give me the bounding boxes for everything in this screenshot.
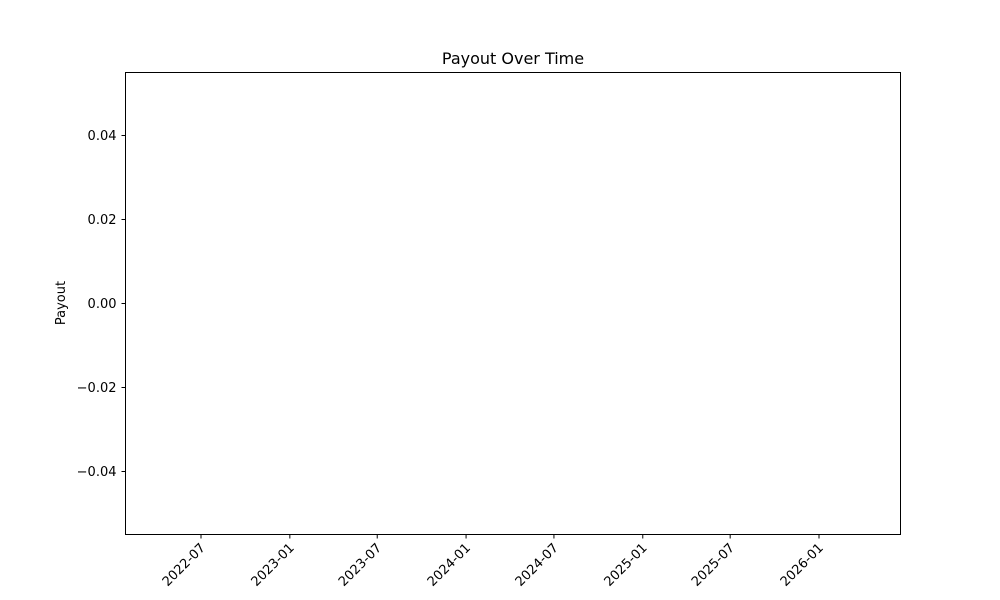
y-tick-label: 0.00 <box>88 297 117 312</box>
y-tick-label: −0.04 <box>77 465 117 480</box>
y-axis-label: Payout <box>54 281 69 325</box>
y-tick-label: 0.02 <box>88 213 117 228</box>
plot-area-frame <box>125 72 901 535</box>
y-axis-ticks: 0.04 0.02 0.00 −0.02 −0.04 <box>77 129 126 480</box>
y-tick-label: −0.02 <box>77 381 117 396</box>
y-tick-label: 0.04 <box>88 129 117 144</box>
chart-title: Payout Over Time <box>442 49 584 68</box>
